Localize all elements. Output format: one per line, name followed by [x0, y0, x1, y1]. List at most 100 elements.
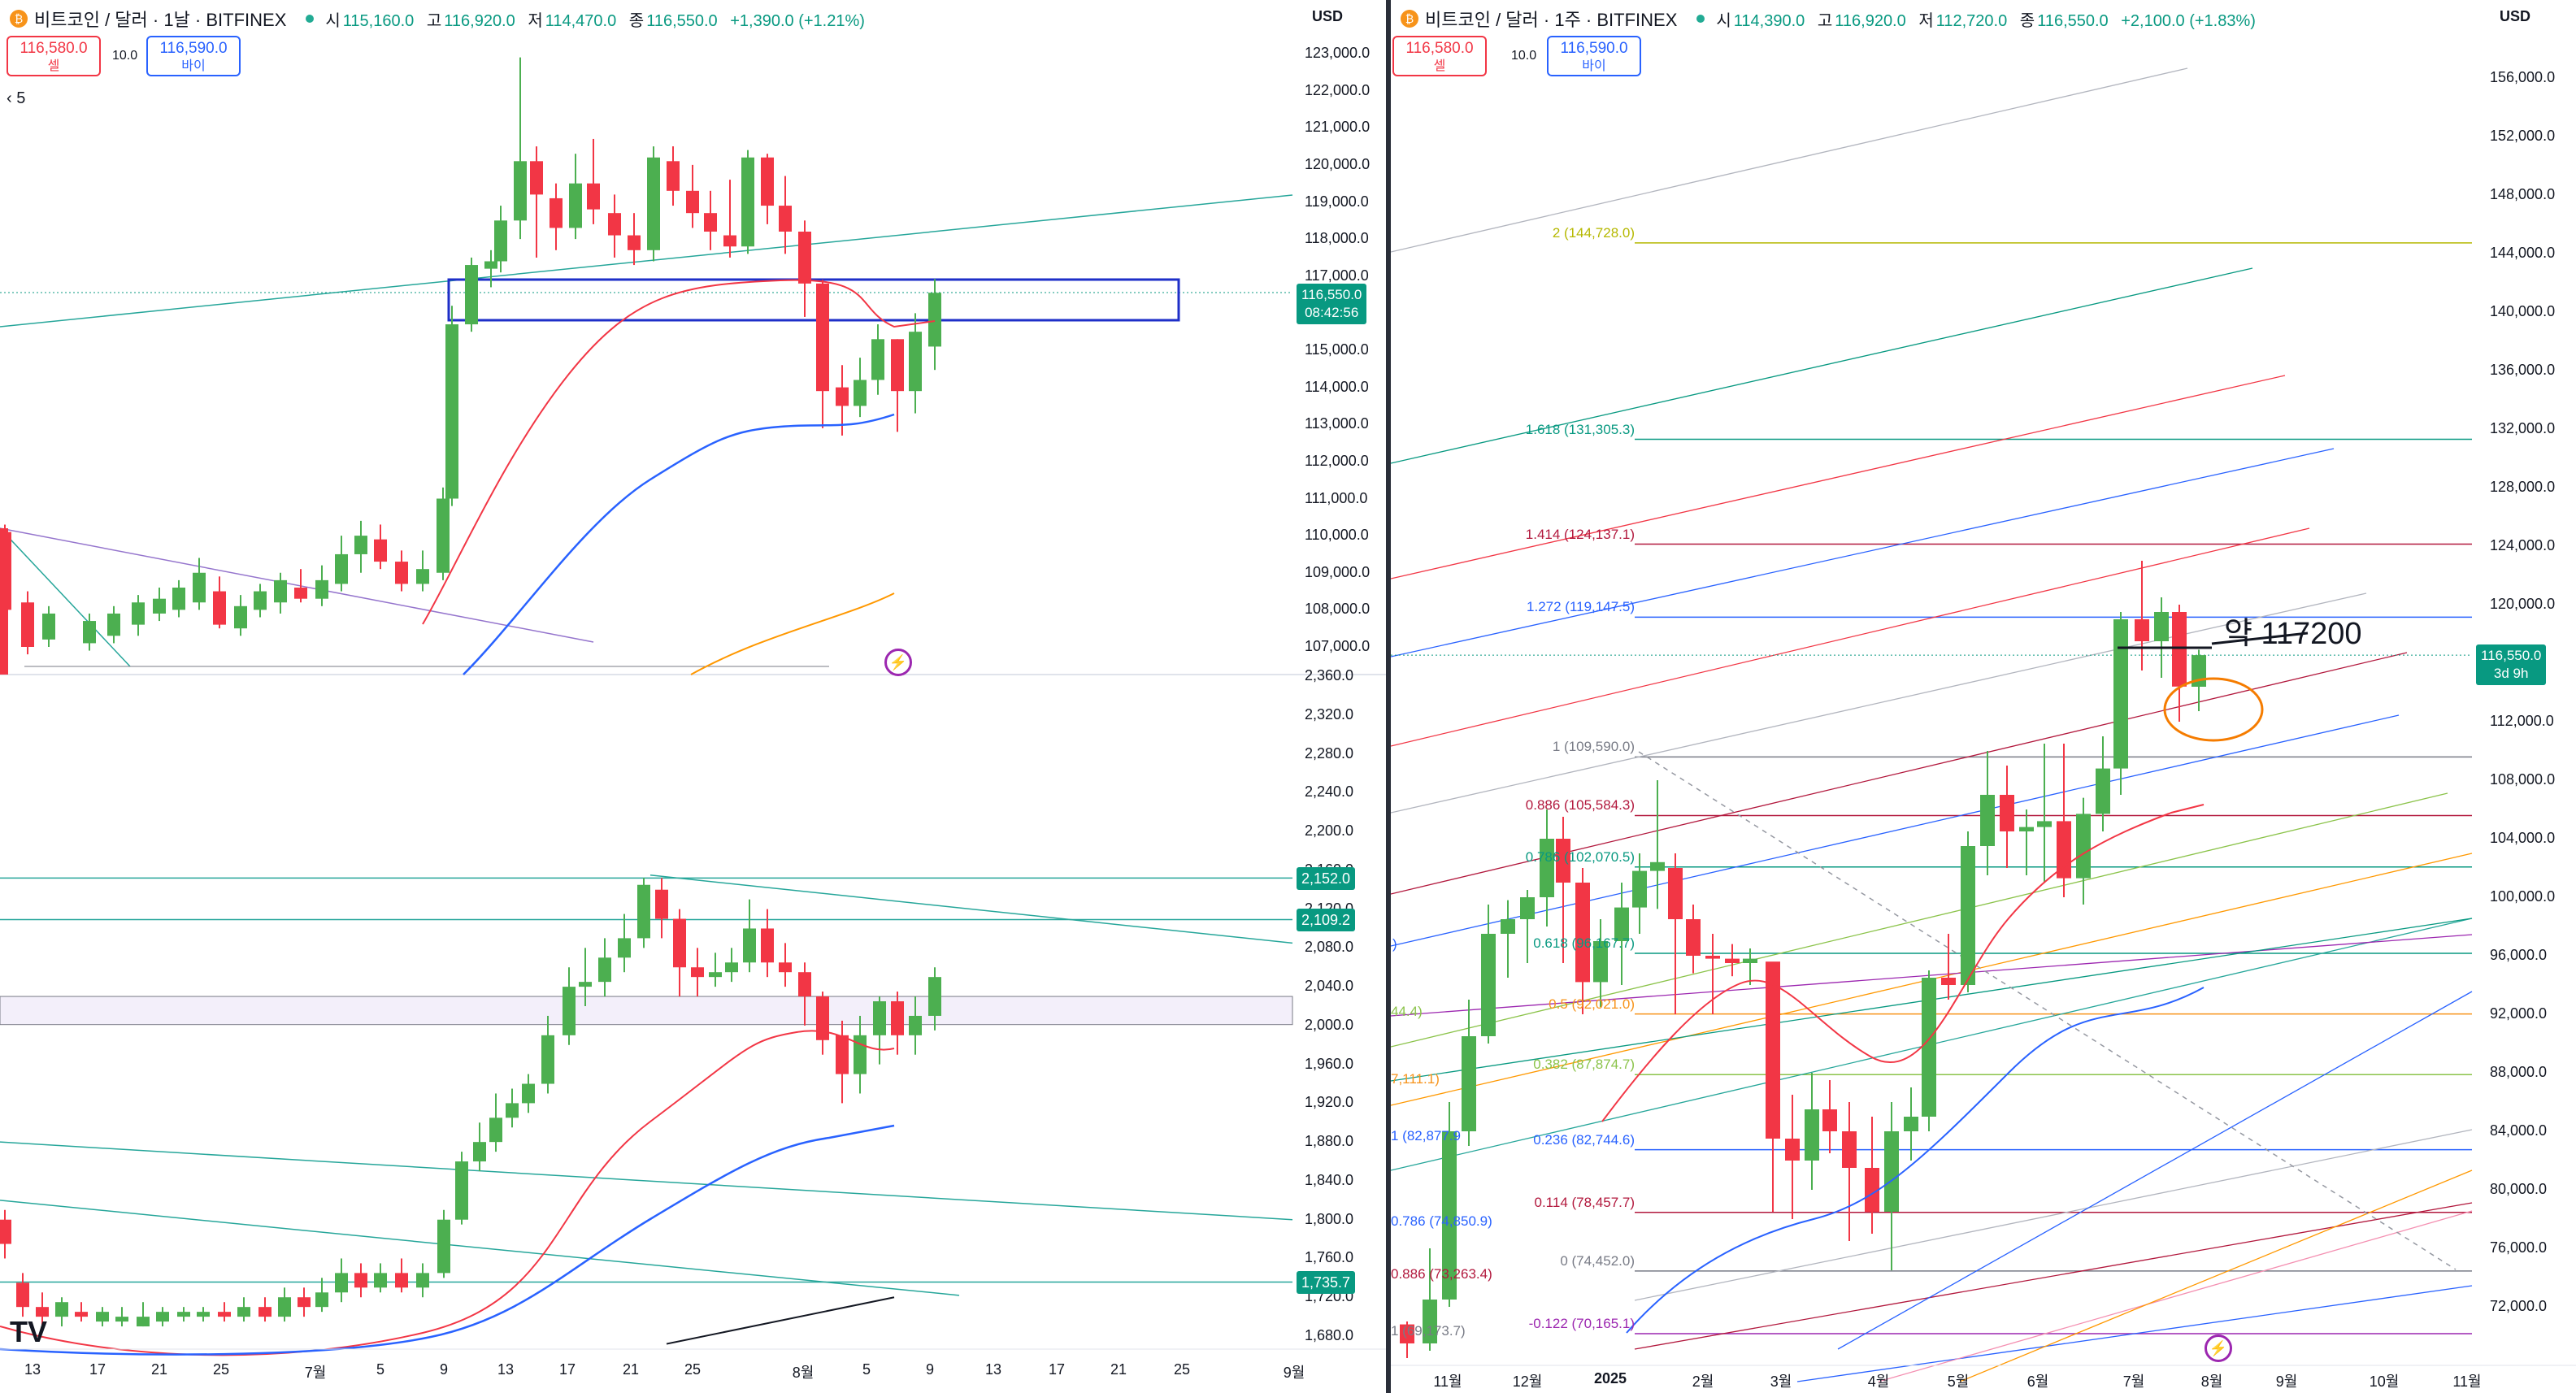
candle-body	[473, 1142, 486, 1162]
candle-body	[779, 206, 792, 232]
candle-body	[2113, 619, 2128, 769]
candle-body	[514, 161, 527, 221]
x-axis-label: 9월	[2275, 1373, 2298, 1390]
left-chart-canvas[interactable]	[0, 0, 1386, 1393]
candle-body	[335, 553, 348, 584]
top-axis-tick: 109,000.0	[1305, 563, 1371, 580]
fib-level-label: 1.414 (124,137.1)	[1525, 526, 1635, 542]
candle-body	[909, 332, 922, 392]
pane-divider[interactable]	[1386, 0, 1391, 1393]
x-axis-label: 12월	[1512, 1373, 1543, 1390]
candle-body	[258, 1307, 272, 1317]
candle-body	[2037, 821, 2052, 827]
x-axis-label: 6월	[2026, 1373, 2049, 1390]
candle-body	[1884, 1131, 1899, 1212]
top-axis-tick: 118,000.0	[1305, 230, 1369, 247]
right-axis-tick: 156,000.0	[2490, 69, 2556, 85]
candle-body	[1556, 839, 1570, 883]
candle-body	[298, 1297, 311, 1308]
level-label: 1,735.7	[1297, 1271, 1356, 1295]
right-axis-tick: 148,000.0	[2490, 186, 2556, 202]
candle-body	[489, 1117, 502, 1143]
alert-icon[interactable]: ⚡	[2205, 1334, 2232, 1362]
candle-body	[686, 190, 699, 214]
right-currency-selector[interactable]: USD	[2500, 8, 2531, 24]
candle-body	[197, 1312, 210, 1317]
top-axis-tick: 122,000.0	[1305, 81, 1371, 98]
candle-body	[647, 157, 660, 250]
right-axis-tick: 88,000.0	[2490, 1064, 2548, 1080]
candle-body	[761, 928, 774, 963]
trendline-black	[666, 1296, 895, 1345]
top-axis-tick: 110,000.0	[1305, 527, 1369, 544]
right-chart-pane[interactable]: ₿ 비트코인 / 달러 · 1주 · BITFINEX 시 114,390.0 고…	[1391, 0, 2576, 1393]
x-axis-label: 17	[558, 1361, 576, 1378]
candle-body	[563, 987, 576, 1035]
candle-body	[673, 918, 686, 968]
channel-line	[1959, 1170, 2473, 1382]
x-axis-label: 17	[89, 1361, 106, 1378]
annotation-line	[2211, 631, 2309, 645]
x-axis-label: 9	[925, 1361, 935, 1378]
candle-body	[494, 220, 507, 262]
right-symbol-title[interactable]: 비트코인 / 달러 · 1주 · BITFINEX	[1425, 10, 1678, 30]
channel-line	[1391, 448, 2335, 657]
right-axis-tick: 100,000.0	[2490, 888, 2556, 905]
bottom-axis-tick: 1,880.0	[1305, 1133, 1354, 1150]
right-sell-button[interactable]: 116,580.0 셀	[1392, 36, 1487, 76]
candle-body	[709, 972, 722, 978]
ma-medium	[463, 413, 895, 675]
x-axis-label: 5월	[1947, 1373, 1970, 1390]
left-currency-selector[interactable]: USD	[1312, 8, 1344, 24]
candle-body	[1805, 1109, 1819, 1161]
right-chart-canvas[interactable]	[1391, 0, 2576, 1393]
fib-level-label: 0 (74,452.0)	[1560, 1252, 1635, 1269]
alert-icon[interactable]: ⚡	[884, 649, 912, 676]
x-axis-label: 25	[212, 1361, 230, 1378]
fib-level-label: 2 (144,728.0)	[1552, 224, 1635, 241]
highlight-ellipse	[2163, 677, 2264, 742]
level-label: 2,109.2	[1297, 909, 1356, 932]
descending-trendline	[0, 527, 594, 643]
left-sell-button[interactable]: 116,580.0 셀	[7, 36, 101, 76]
left-chart-pane[interactable]: ₿ 비트코인 / 달러 · 1날 · BITFINEX 시 115,160.0 고…	[0, 0, 1386, 1393]
channel-line	[1391, 375, 2286, 579]
candle-body	[522, 1083, 535, 1104]
tradingview-logo[interactable]: TV	[10, 1315, 48, 1348]
channel-line	[1391, 792, 2448, 1048]
candle-body	[608, 213, 621, 236]
candle-body	[115, 1317, 128, 1322]
candle-body	[1743, 958, 1757, 963]
candle-body	[416, 569, 429, 584]
consolidation-zone	[0, 996, 1293, 1026]
candle-body	[928, 293, 941, 347]
bottom-axis-tick: 1,680.0	[1305, 1327, 1354, 1343]
candle-body	[871, 339, 884, 380]
top-axis-tick: 108,000.0	[1305, 601, 1371, 618]
candle-body	[530, 161, 543, 195]
channel-line	[1391, 592, 2367, 814]
bottom-axis-tick: 2,240.0	[1305, 783, 1354, 801]
candle-body	[854, 1035, 867, 1074]
channel-line	[1391, 934, 2473, 1017]
bottom-axis-tick: 2,000.0	[1305, 1016, 1354, 1033]
right-buy-button[interactable]: 116,590.0 바이	[1547, 36, 1641, 76]
candle-body	[909, 1015, 922, 1035]
right-axis-tick: 136,000.0	[2490, 362, 2556, 378]
indicator-collapse-toggle[interactable]: ‹ 5	[7, 89, 26, 107]
ma-short	[422, 279, 936, 625]
left-header: ₿ 비트코인 / 달러 · 1날 · BITFINEX 시 115,160.0 고…	[0, 0, 873, 37]
left-symbol-title[interactable]: 비트코인 / 달러 · 1날 · BITFINEX	[34, 10, 287, 30]
price-annotation[interactable]: 약 117200	[2224, 617, 2362, 651]
candle-body	[628, 235, 641, 250]
candle-body	[1822, 1109, 1837, 1131]
bottom-axis-tick: 2,080.0	[1305, 939, 1354, 956]
market-open-dot-icon	[1696, 15, 1705, 23]
candle-body	[16, 1282, 29, 1308]
left-buy-button[interactable]: 116,590.0 바이	[146, 36, 241, 76]
candle-body	[55, 1302, 68, 1317]
fib-level-label: 44.4)	[1391, 1004, 1423, 1019]
candle-body	[445, 324, 458, 499]
candle-body	[798, 232, 811, 284]
candle-body	[1705, 956, 1720, 959]
